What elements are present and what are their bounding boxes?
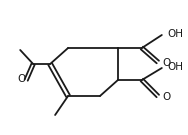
Text: O: O xyxy=(17,74,26,84)
Text: O: O xyxy=(162,58,170,68)
Text: OH: OH xyxy=(167,29,183,39)
Text: O: O xyxy=(162,92,170,102)
Text: OH: OH xyxy=(167,62,183,72)
